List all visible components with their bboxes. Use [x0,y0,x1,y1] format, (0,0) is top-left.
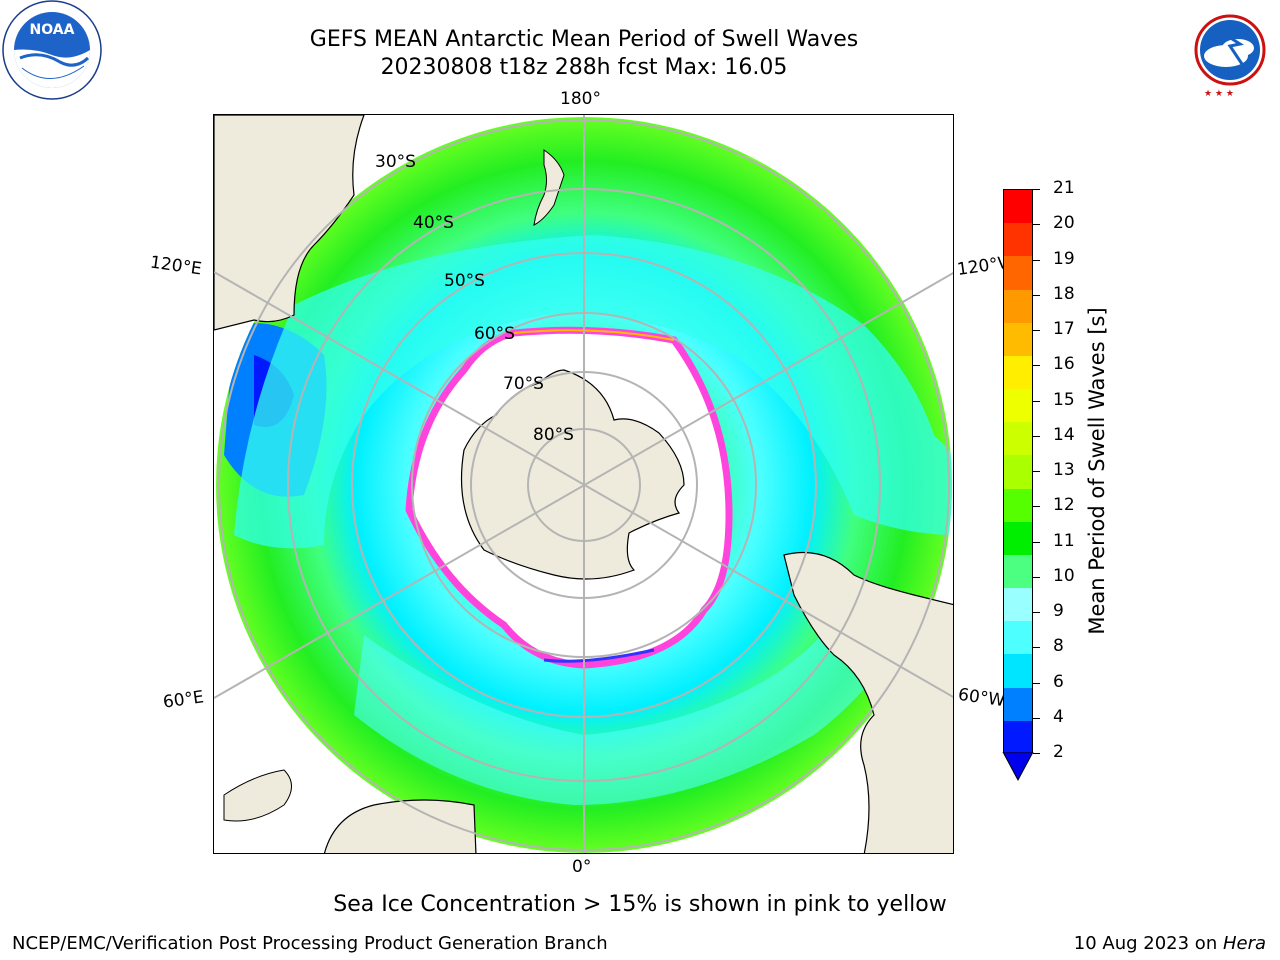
colorbar-tick-mark [1033,647,1040,649]
colorbar-tick-label: 20 [1053,213,1075,234]
lon-label-120e: 120°E [148,252,203,280]
lat-label-80s: 80°S [533,425,574,445]
colorbar-tick-mark [1033,189,1040,190]
colorbar-tick-mark [1033,471,1040,472]
colorbar-tick-label: 16 [1053,354,1075,375]
noaa-logo-icon: NOAA [0,0,104,104]
colorbar [1003,189,1033,755]
colorbar-band [1004,190,1032,224]
colorbar-band [1004,554,1032,589]
colorbar-tick-label: 12 [1053,495,1075,516]
lon-label-180: 180° [560,89,601,109]
colorbar-tick-label: 19 [1053,248,1075,269]
colorbar-label: Mean Period of Swell Waves [s] [1085,307,1109,635]
credit-line: NCEP/EMC/Verification Post Processing Pr… [12,933,608,954]
colorbar-tick-mark [1033,224,1040,226]
new-zealand-land [533,149,565,226]
colorbar-tick-label: 21 [1053,178,1075,198]
colorbar-band [1004,654,1032,689]
colorbar-tick-label: 15 [1053,389,1075,410]
colorbar-tick-mark [1033,294,1040,296]
colorbar-band [1004,488,1032,523]
south-america-land [783,551,953,853]
lon-label-0: 0° [572,857,592,877]
run-date-text: 10 Aug 2023 on [1073,933,1223,954]
sea-ice-note: Sea Ice Concentration > 15% is shown in … [333,892,947,917]
colorbar-band [1004,322,1032,357]
lon-label-60w: 60°W [956,684,1007,712]
colorbar-tick-label: 4 [1053,706,1064,727]
colorbar-band [1004,720,1032,755]
colorbar-tick-mark [1033,541,1040,543]
colorbar-tick-label: 17 [1053,319,1075,339]
colorbar-band [1004,521,1032,556]
colorbar-band [1004,389,1032,423]
colorbar-band [1004,588,1032,622]
colorbar-band [1004,223,1032,257]
colorbar-band [1004,455,1032,490]
colorbar-tick-label: 9 [1053,601,1064,621]
lat-label-40s: 40°S [413,213,454,233]
colorbar-tick-label: 18 [1053,283,1075,304]
colorbar-tick-label: 10 [1053,565,1075,586]
madagascar-land [223,769,292,822]
noaa-logo-text: NOAA [29,22,75,38]
polar-map [213,114,954,854]
run-date: 10 Aug 2023 on Hera [1074,933,1266,954]
colorbar-band [1004,621,1032,655]
colorbar-tick-label: 8 [1053,636,1064,657]
colorbar-band [1004,289,1032,324]
chart-title: GEFS MEAN Antarctic Mean Period of Swell… [309,27,859,52]
colorbar-tick-label: 11 [1053,530,1075,551]
lat-label-70s: 70°S [503,374,544,394]
colorbar-extend-arrow [1002,752,1034,782]
nws-logo-icon: ★ ★ ★ [1178,0,1280,100]
colorbar-band [1004,422,1032,456]
colorbar-tick-mark [1033,400,1040,402]
machine-name: Hera [1222,933,1266,954]
lon-label-60e: 60°E [161,687,206,713]
colorbar-tick-mark [1033,717,1040,719]
graticule [214,115,953,853]
lat-label-30s: 30°S [375,152,416,172]
colorbar-band [1004,687,1032,722]
colorbar-band [1004,355,1032,390]
colorbar-tick-mark [1033,259,1040,261]
colorbar-tick-mark [1033,576,1040,578]
colorbar-tick-label: 14 [1053,424,1075,445]
africa-land [323,799,477,853]
colorbar-tick-label: 6 [1053,671,1064,692]
svg-text:★ ★ ★: ★ ★ ★ [1204,89,1234,99]
colorbar-band [1004,256,1032,291]
colorbar-tick-label: 2 [1053,742,1064,762]
lat-label-50s: 50°S [444,271,485,291]
colorbar-tick-mark [1033,506,1040,508]
colorbar-tick-mark [1033,330,1040,331]
australia-land [214,115,365,331]
colorbar-tick-label: 13 [1053,460,1075,480]
colorbar-tick-mark [1033,435,1040,437]
colorbar-tick-mark [1033,682,1040,684]
colorbar-tick-mark [1033,612,1040,613]
lat-label-60s: 60°S [474,324,515,344]
colorbar-tick-mark [1033,365,1040,367]
colorbar-tick-mark [1033,753,1040,754]
chart-subtitle: 20230808 t18z 288h fcst Max: 16.05 [380,55,788,80]
